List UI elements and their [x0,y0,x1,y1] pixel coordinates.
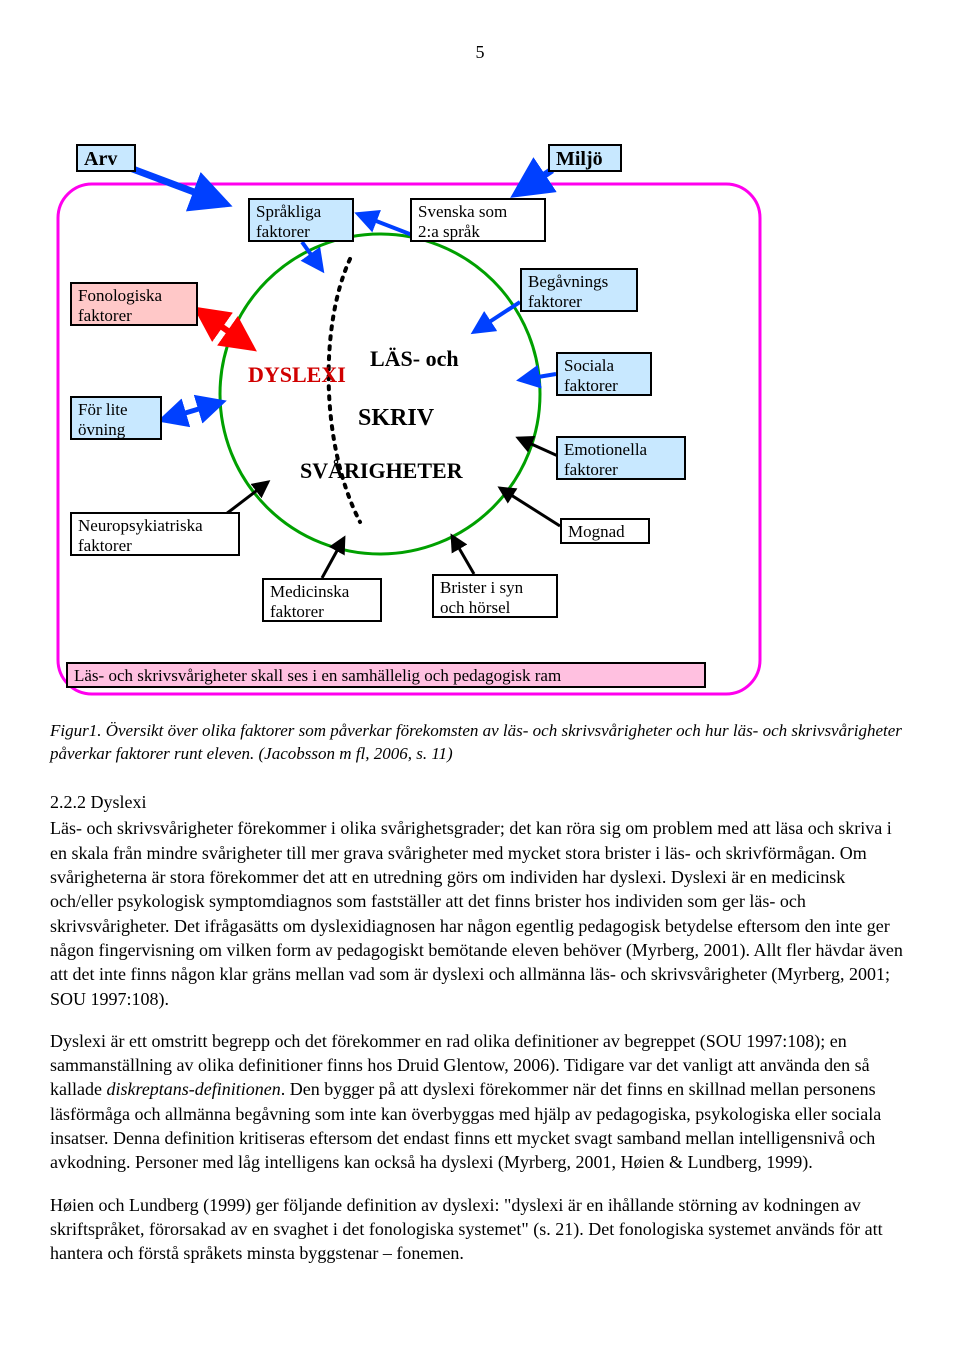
diagram-box-mognad: Mognad [560,518,650,544]
diagram-box-sociala: Sociala faktorer [556,352,652,396]
section-heading: 2.2.2 Dyslexi [50,790,910,814]
paragraph-2: Dyslexi är ett omstritt begrepp och det … [50,1029,910,1175]
diagram-box-emotion: Emotionella faktorer [556,436,686,480]
diagram-box-miljo: Miljö [548,144,622,172]
diagram-box-begav: Begåvnings faktorer [520,268,638,312]
diagram-box-svenska: Svenska som 2:a språk [410,198,546,242]
diagram-box-bottom: Läs- och skrivsvårigheter skall ses i en… [66,662,706,688]
paragraph-3: Høien och Lundberg (1999) ger följande d… [50,1193,910,1266]
page-number: 5 [50,40,910,64]
figure-caption: Figur1. Översikt över olika faktorer som… [50,720,910,766]
diagram-center-svar: SVÅRIGHETER [300,456,463,486]
diagram-box-neuropsy: Neuropsykiatriska faktorer [70,512,240,556]
diagram-box-sprakliga: Språkliga faktorer [248,198,354,242]
diagram-box-medicin: Medicinska faktorer [262,578,382,622]
diagram-center-dyslexi: DYSLEXI [248,360,346,390]
diagram-box-ovning: För lite övning [70,396,162,440]
diagram-center-las: LÄS- och [370,344,459,374]
diagram-box-fonolog: Fonologiska faktorer [70,282,198,326]
diagram-box-arv: Arv [76,144,136,172]
diagram-box-syn: Brister i syn och hörsel [432,574,558,618]
diagram-center-skriv: SKRIV [358,402,434,434]
diagram-svg [50,84,770,704]
paragraph-1: Läs- och skrivsvårigheter förekommer i o… [50,816,910,1010]
dyslexi-diagram: Arv Miljö Språkliga faktorer Svenska som 2:… [50,84,770,704]
